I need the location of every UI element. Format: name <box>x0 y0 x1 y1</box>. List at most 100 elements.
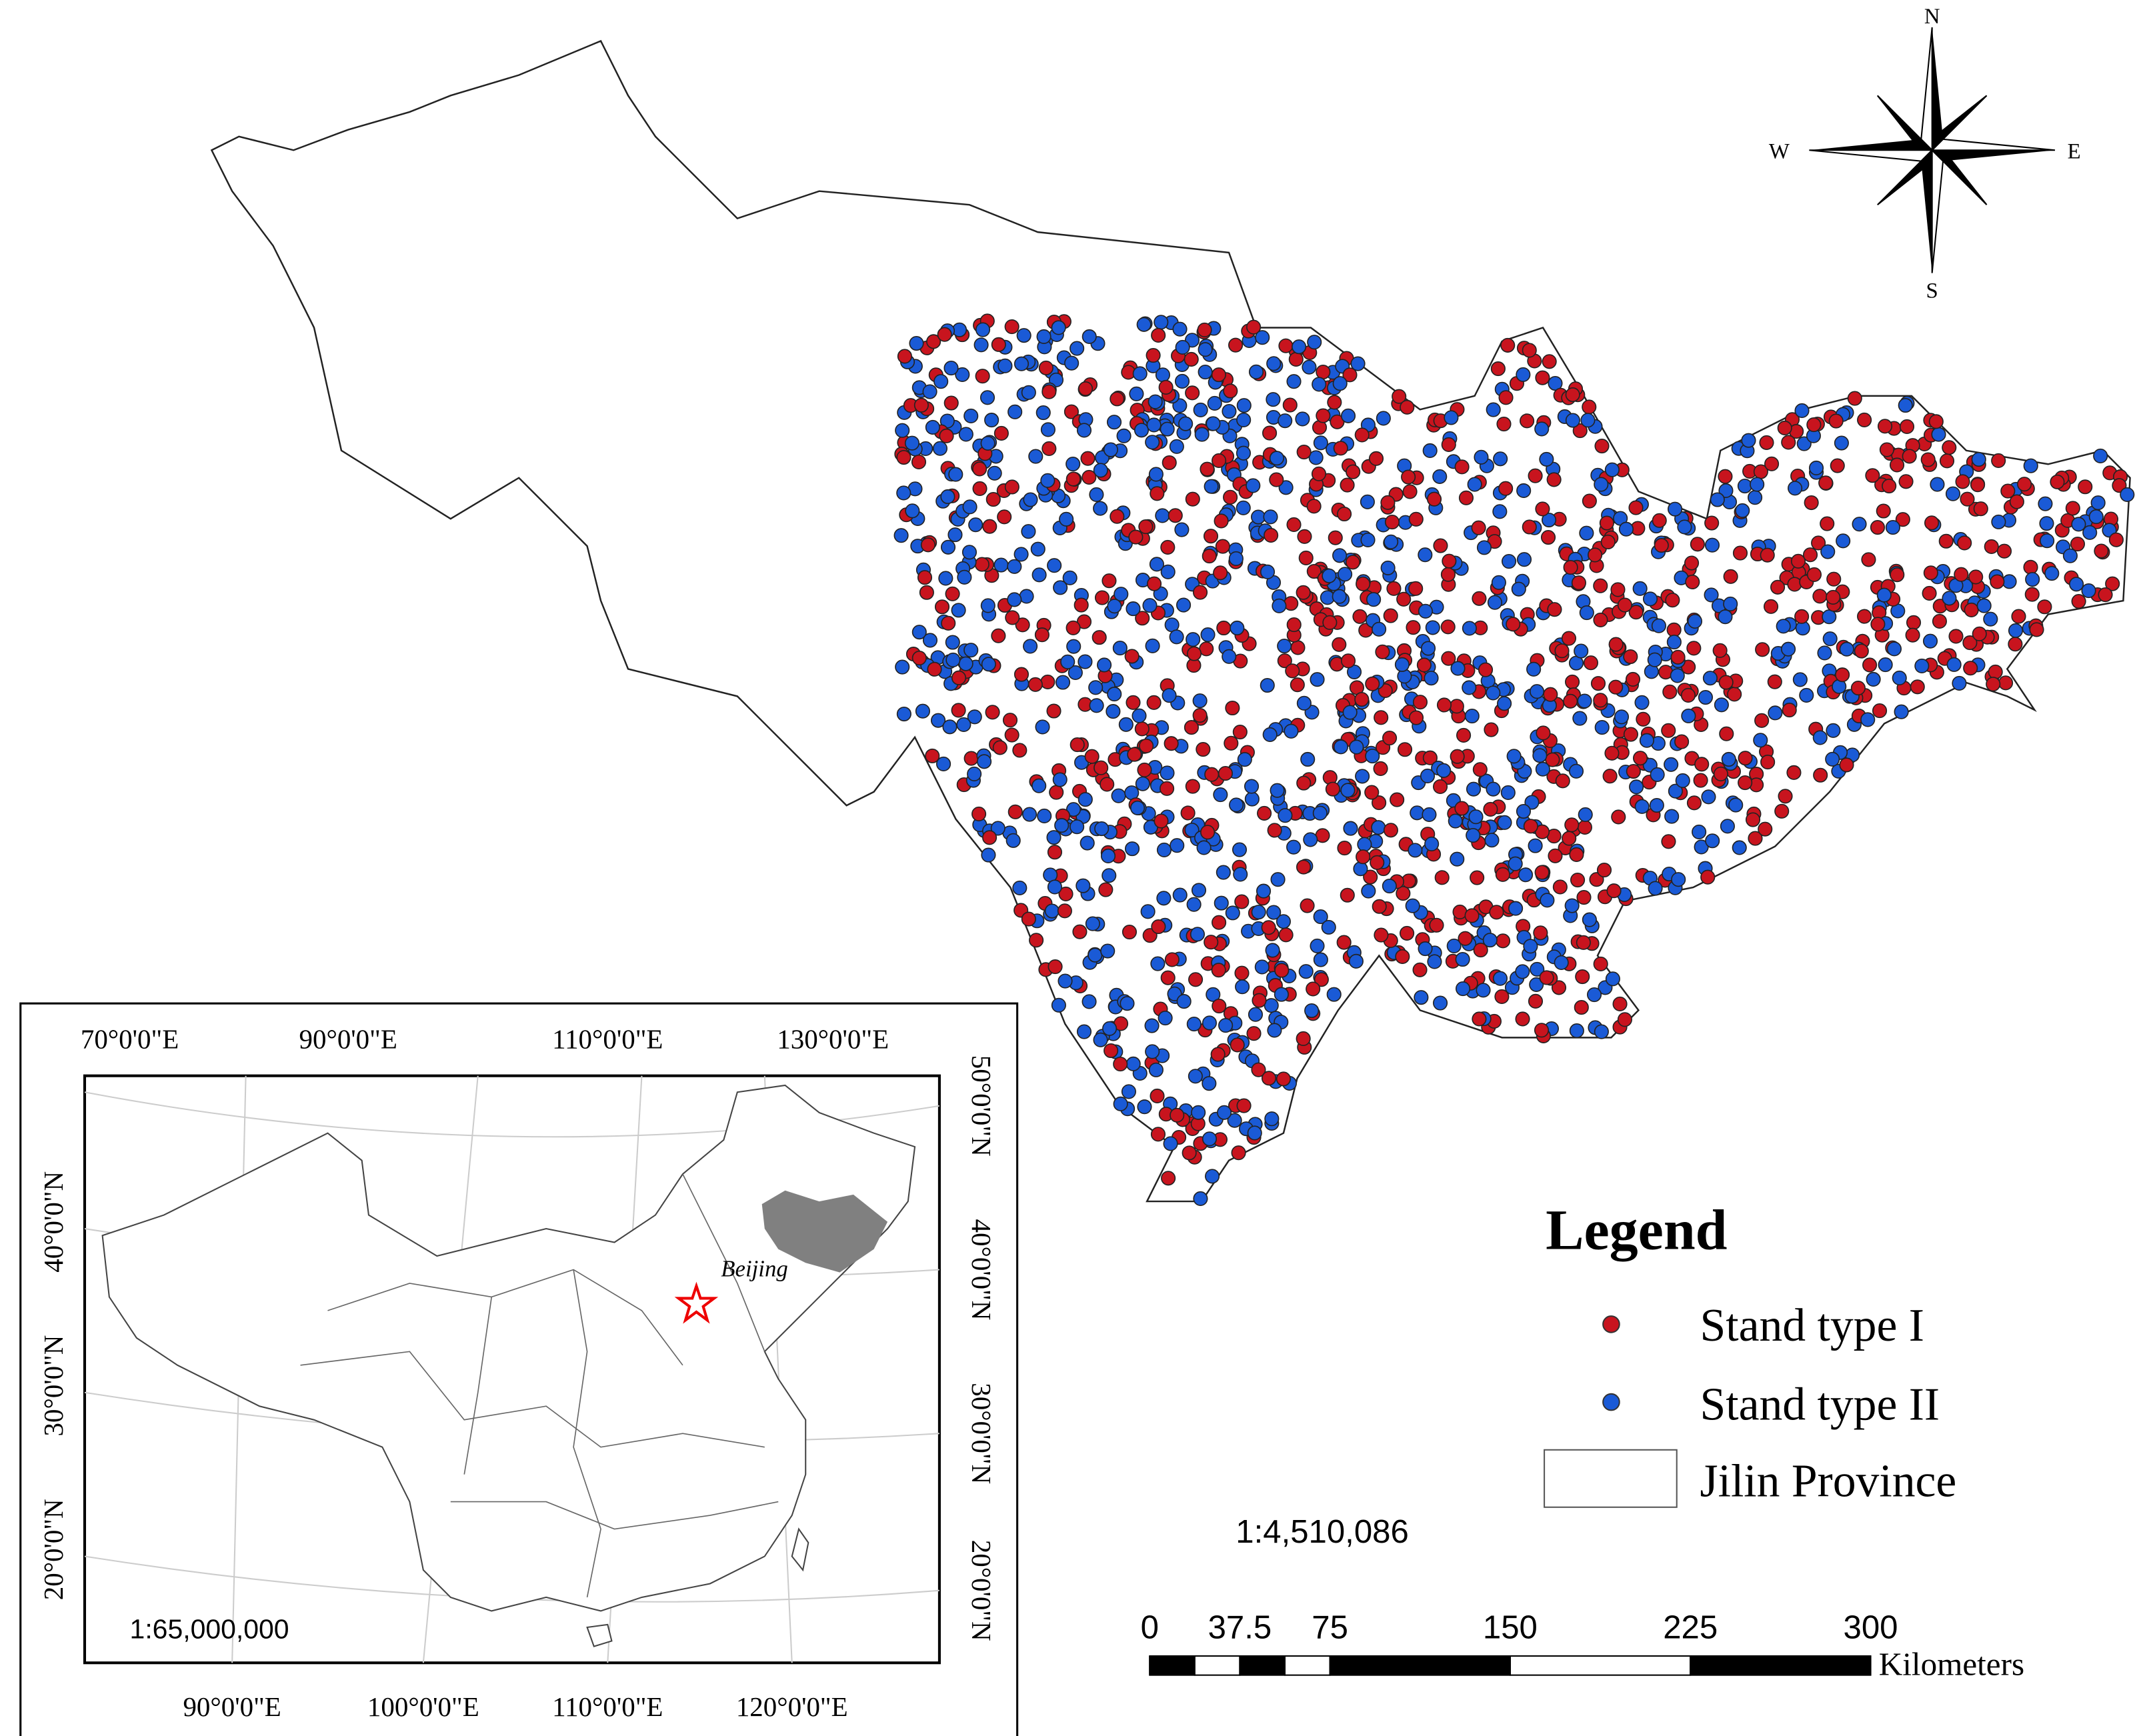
sample-point <box>1712 643 1728 658</box>
sample-point <box>2090 495 2106 511</box>
sample-point <box>1441 651 1456 666</box>
sample-point <box>1649 797 1664 813</box>
sample-point <box>1515 964 1530 979</box>
scale-bar-label: 150 <box>1483 1609 1538 1645</box>
sample-point <box>1948 629 1964 644</box>
sample-point <box>1053 580 1068 595</box>
sample-point <box>1192 707 1208 723</box>
sample-point <box>1102 573 1117 589</box>
sample-point <box>2011 609 2026 624</box>
sample-point <box>1574 1000 1589 1015</box>
sample-point <box>1100 777 1115 792</box>
longitude-label: 90°0'0"E <box>299 1025 397 1055</box>
sample-point <box>982 519 997 534</box>
sample-point <box>1594 438 1610 454</box>
sample-point <box>1376 411 1391 426</box>
sample-point <box>1066 639 1082 654</box>
sample-point <box>920 537 935 553</box>
sample-point <box>2000 483 2016 499</box>
legend-title: Legend <box>1546 1198 1727 1262</box>
sample-point <box>1160 564 1176 579</box>
sample-point <box>1593 956 1608 972</box>
sample-point <box>1270 872 1286 887</box>
sample-point <box>937 327 952 342</box>
sample-point <box>1839 757 1854 773</box>
sample-point <box>1332 589 1347 604</box>
sample-point <box>1191 1105 1206 1120</box>
sample-point <box>913 397 929 413</box>
sample-point <box>1444 410 1459 425</box>
sample-point <box>1353 861 1368 877</box>
sample-point <box>1055 675 1071 690</box>
sample-point <box>2017 477 2032 492</box>
sample-point <box>917 570 933 585</box>
sample-point <box>1304 1003 1320 1019</box>
sample-point <box>932 441 947 456</box>
sample-point <box>1348 953 1364 969</box>
province-boundary <box>682 1173 765 1352</box>
sample-point <box>1826 723 1841 738</box>
sample-point <box>2071 517 2086 532</box>
scale-bar-label: 75 <box>1312 1609 1348 1645</box>
sample-point <box>1677 519 1692 535</box>
sample-point <box>993 557 1009 573</box>
sample-point <box>1472 1011 1487 1027</box>
sample-point <box>1494 989 1510 1004</box>
sample-point <box>1233 867 1248 882</box>
sample-point <box>1082 469 1097 485</box>
sample-point <box>1337 841 1352 856</box>
sample-point <box>997 509 1012 525</box>
sample-point <box>1455 981 1471 997</box>
sample-point <box>1236 445 1252 461</box>
sample-point <box>1312 377 1327 392</box>
sample-point <box>947 527 963 543</box>
sample-point <box>1826 571 1842 587</box>
sample-point <box>1899 419 1915 435</box>
sample-point <box>1484 722 1499 737</box>
sample-point <box>1565 387 1580 403</box>
sample-point <box>2024 587 2040 602</box>
sample-point <box>1094 760 1109 775</box>
sample-point <box>922 384 937 399</box>
sample-point <box>1862 657 1878 673</box>
longitude-label: 110°0'0"E <box>552 1692 663 1722</box>
sample-point <box>1486 402 1501 417</box>
sample-point <box>1482 933 1498 948</box>
sample-point <box>1850 681 1866 696</box>
sample-point <box>1340 408 1356 423</box>
sample-point <box>1741 433 1756 448</box>
sample-point <box>1528 468 1543 483</box>
sample-point <box>1604 462 1620 477</box>
sample-point <box>1826 589 1841 605</box>
legend-label: Stand type II <box>1700 1379 1940 1431</box>
sample-point <box>1206 987 1221 1002</box>
sample-point <box>1441 437 1456 453</box>
sample-point <box>1466 827 1481 843</box>
sample-point <box>1155 508 1170 523</box>
scale-bar-unit: Kilometers <box>1879 1646 2024 1683</box>
sample-point <box>1806 567 1822 582</box>
sample-point <box>1145 435 1160 450</box>
sample-point <box>1781 435 1796 450</box>
province-boundary <box>327 1269 683 1366</box>
compass-label: W <box>1769 140 1790 164</box>
sample-point <box>979 390 995 405</box>
sample-point <box>1120 996 1135 1011</box>
sample-point <box>1634 799 1650 814</box>
sample-point <box>1202 549 1217 564</box>
sample-point <box>1486 685 1501 701</box>
sample-point <box>1914 658 1930 673</box>
sample-point <box>1040 422 1055 437</box>
latitude-label: 30°0'0"N <box>39 1335 69 1437</box>
china-outline <box>101 1084 916 1612</box>
sample-point <box>1342 705 1358 720</box>
sample-point <box>1427 954 1442 969</box>
sample-point <box>1093 463 1108 478</box>
sample-point <box>1313 952 1328 967</box>
sample-point <box>1188 1069 1203 1084</box>
sample-point <box>1704 515 1720 531</box>
sample-point <box>2050 474 2065 489</box>
sample-point <box>1269 472 1284 487</box>
sample-point <box>938 571 953 586</box>
sample-point <box>1594 1024 1609 1039</box>
